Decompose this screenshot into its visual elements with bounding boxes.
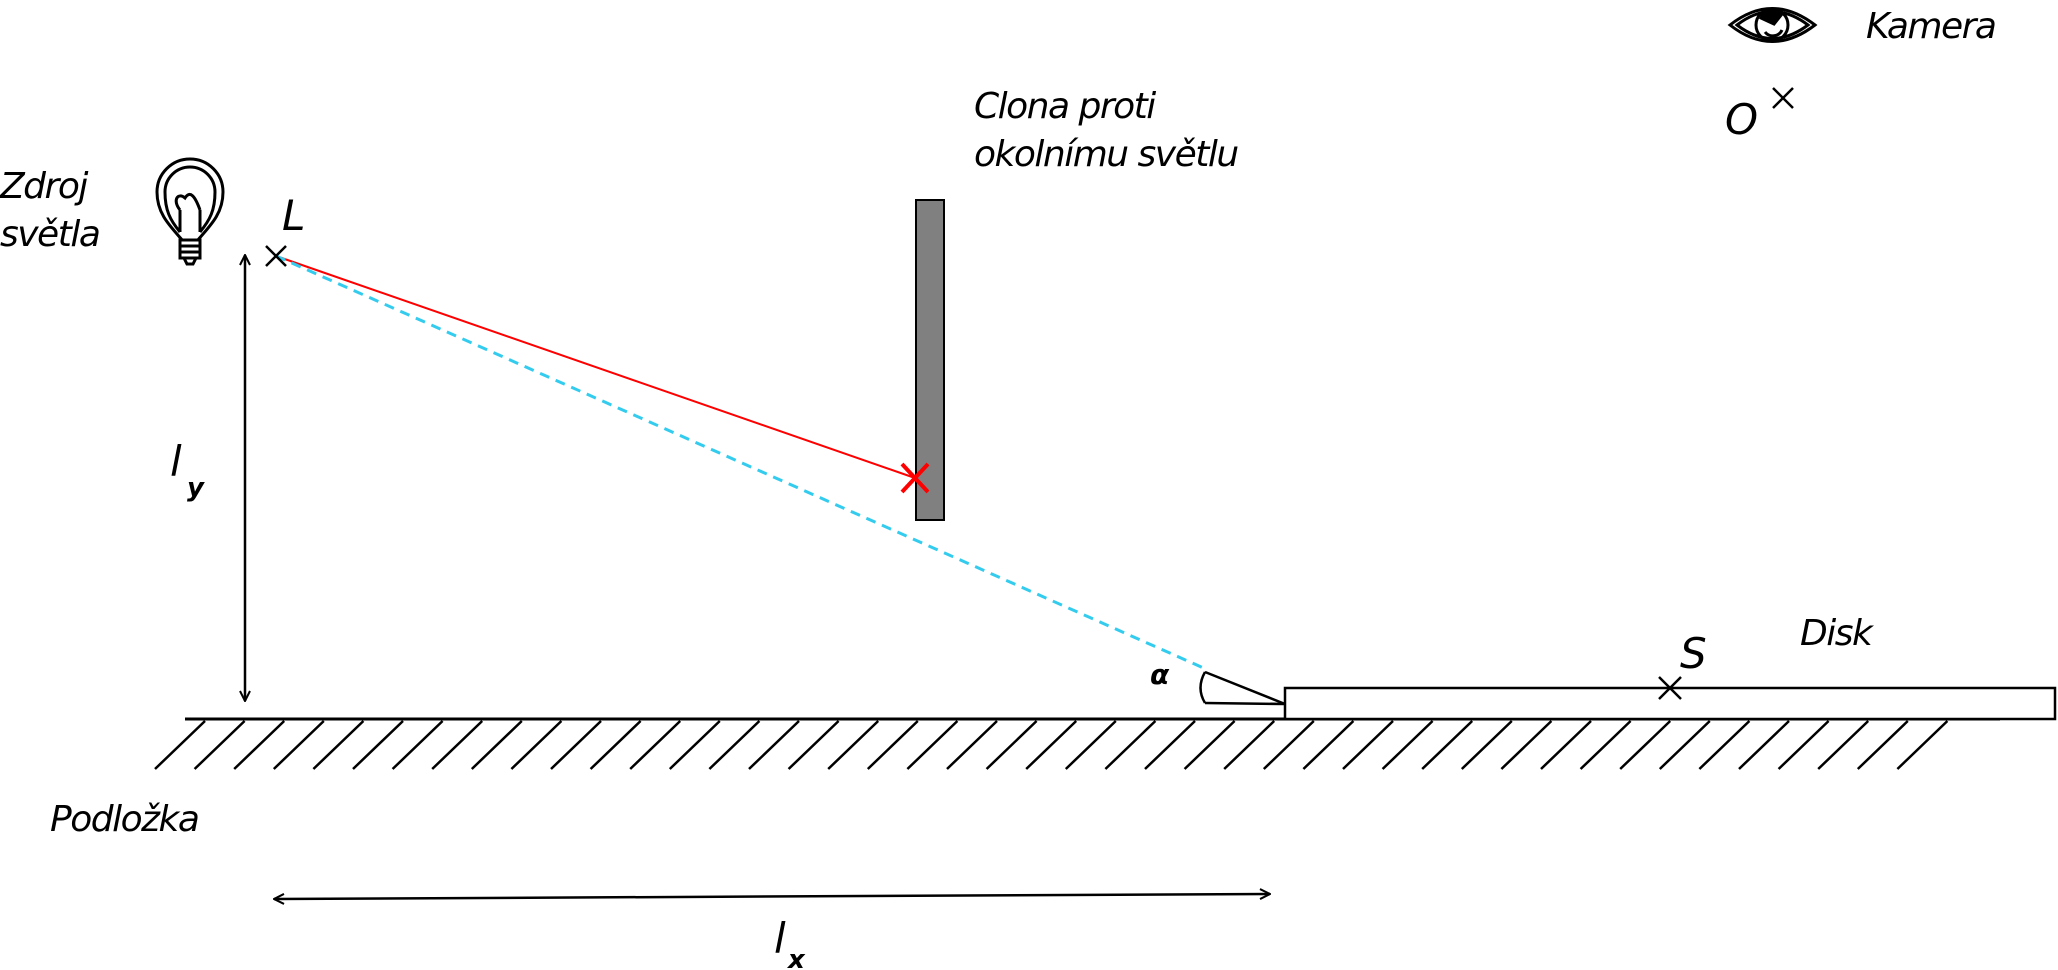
hatch-line [906,720,959,770]
hatch-line [708,720,761,770]
hatch-line [1658,720,1711,770]
hatch-line [1460,720,1513,770]
hatch-line [431,720,484,770]
hatch-line [233,720,286,770]
point-L-marker [265,245,287,267]
hatch-line [470,720,523,770]
hatch-line [1025,720,1078,770]
shield-label-line2: okolnímu světlu [974,134,1238,175]
hatch-line [866,720,919,770]
hatch-line [312,720,365,770]
hatch-line [985,720,1038,770]
hatch-line [1262,720,1315,770]
lx-dimension-arrow [274,894,1270,899]
blocked-ray [275,255,916,479]
light-source-label-line1: Zdroj [0,166,88,207]
hatch-line [668,720,721,770]
hatch-line [510,720,563,770]
hatch-line [154,720,206,770]
hatch-line [1381,720,1434,770]
hatch-line [787,720,840,770]
substrate-ground [154,717,2000,770]
grazing-ray [275,254,1209,672]
hatch-line [1144,720,1196,770]
ly-label-subscript: y [187,473,205,503]
disk-label: Disk [1800,613,1875,654]
ambient-light-shield [915,199,945,521]
hatch-line [1698,720,1751,770]
hatch-line [1817,720,1870,770]
hatch-line [589,720,642,770]
hatch-line [1856,720,1909,770]
hatch-line [1896,720,1949,770]
point-S-marker [1658,676,1682,700]
shield-label-line1: Clona proti [974,86,1156,127]
hatch-line [1579,720,1632,770]
hatch-line [1302,720,1355,770]
hatch-line [827,720,880,770]
angle-alpha-mark [1199,670,1286,706]
ly-label: l [170,437,182,486]
blocked-point-marker [900,462,930,494]
hatch-line [272,720,325,770]
light-bulb-icon [155,157,225,266]
hatch-line [391,720,444,770]
lx-label: l [774,914,786,963]
substrate-hatching [154,720,1949,770]
hatch-line [1738,720,1790,770]
point-O-marker [1772,87,1794,109]
hatch-line [1500,720,1553,770]
lx-label-subscript: x [786,945,806,970]
hatch-line [629,720,682,770]
hatch-line [1421,720,1474,770]
alpha-label: α [1150,658,1170,691]
hatch-line [1342,720,1394,770]
camera-label: Kamera [1866,6,1995,47]
hatch-line [1183,720,1236,770]
point-L-label: L [282,191,305,240]
eye-icon [1727,7,1818,43]
point-S-label: S [1680,629,1707,678]
hatch-line [352,720,404,770]
hatch-line [1619,720,1672,770]
light-source-label-line2: světla [0,214,99,255]
substrate-label: Podložka [50,799,198,840]
hatch-line [1064,720,1117,770]
hatch-line [193,720,246,770]
hatch-line [1104,720,1157,770]
hatch-line [1777,720,1830,770]
hatch-line [946,720,998,770]
hatch-line [1223,720,1276,770]
hatch-line [748,720,800,770]
point-O-label: O [1725,95,1758,144]
disk-body [1283,686,2057,721]
hatch-line [550,720,602,770]
hatch-line [1540,720,1592,770]
